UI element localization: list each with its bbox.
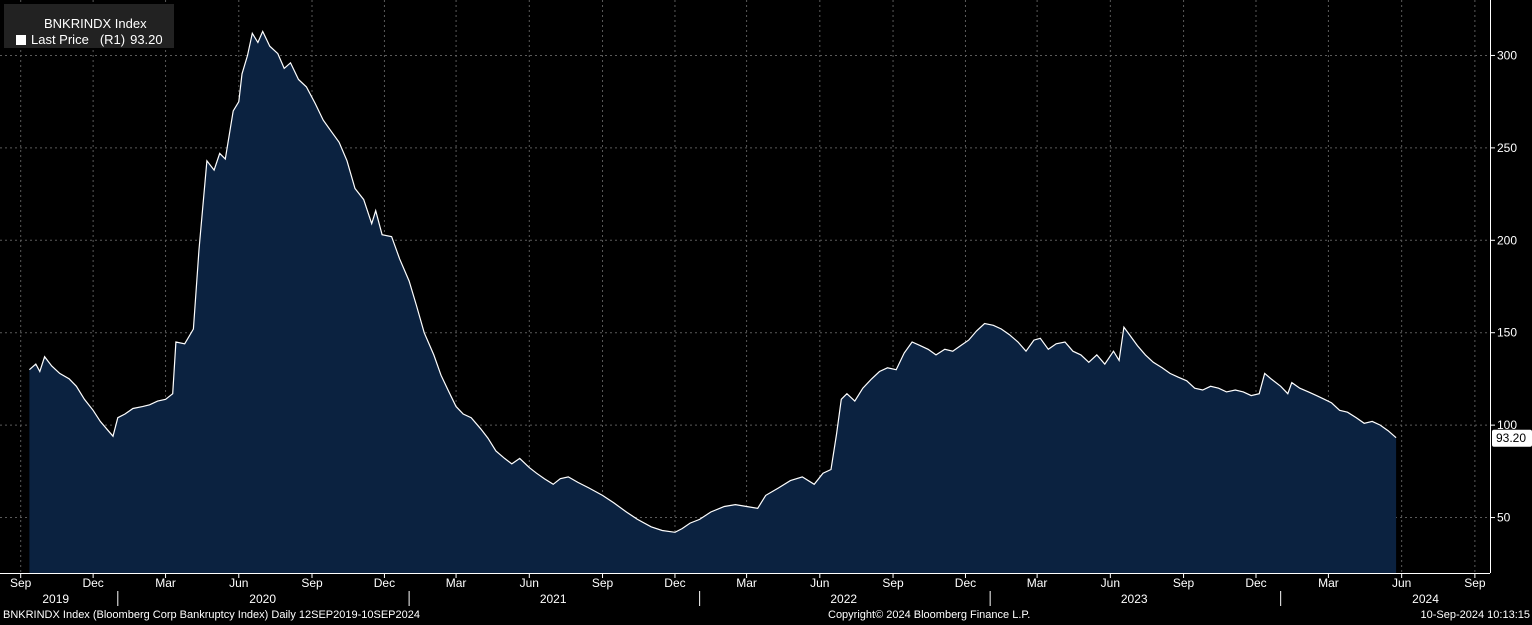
x-tick-label: Mar bbox=[155, 576, 176, 590]
x-tick-label: Mar bbox=[736, 576, 757, 590]
legend-title: BNKRINDX Index bbox=[44, 16, 147, 31]
x-tick-label: Sep bbox=[1464, 576, 1486, 590]
y-tick-label: 100 bbox=[1497, 418, 1517, 432]
year-separators bbox=[117, 591, 1282, 606]
x-tick-label: Sep bbox=[592, 576, 614, 590]
x-year-label: 2022 bbox=[830, 592, 857, 606]
x-tick-label: Sep bbox=[882, 576, 904, 590]
last-value-box bbox=[1492, 429, 1532, 447]
x-tick-label: Jun bbox=[1392, 576, 1411, 590]
x-year-label: 2024 bbox=[1412, 592, 1439, 606]
x-year-label: 2019 bbox=[42, 592, 69, 606]
x-tick-label: Jun bbox=[810, 576, 829, 590]
x-year-label: 2020 bbox=[249, 592, 276, 606]
y-tick-label: 250 bbox=[1497, 141, 1517, 155]
y-tick-label: 50 bbox=[1497, 511, 1511, 525]
legend-axis-ref: (R1) bbox=[99, 32, 126, 47]
y-tick-label: 300 bbox=[1497, 48, 1517, 62]
legend-series-label: Last Price bbox=[31, 32, 89, 47]
series-line bbox=[29, 29, 1397, 533]
last-value-marker: 93.20 bbox=[1492, 429, 1532, 447]
last-value-label: 93.20 bbox=[1496, 431, 1526, 445]
legend: BNKRINDX Index Last Price (R1) 93.20 bbox=[4, 4, 174, 48]
x-tick-label: Jun bbox=[520, 576, 539, 590]
x-tick-label: Dec bbox=[955, 576, 976, 590]
x-tick-label: Sep bbox=[1173, 576, 1195, 590]
x-tick-label: Dec bbox=[374, 576, 395, 590]
x-tick-label: Mar bbox=[1027, 576, 1048, 590]
x-tick-label: Mar bbox=[1318, 576, 1339, 590]
x-axis-month-ticks: Sep Dec Mar Jun Sep Dec Mar Jun Sep Dec Mar Jun Sep D… bbox=[10, 573, 1486, 590]
y-axis-ticks: 50 100 150 200 250 300 bbox=[1490, 48, 1517, 525]
y-tick-label: 150 bbox=[1497, 326, 1517, 340]
x-tick-label: Sep bbox=[10, 576, 32, 590]
footer-timestamp: 10-Sep-2024 10:13:15 bbox=[1420, 609, 1530, 621]
x-tick-label: Jun bbox=[229, 576, 248, 590]
footer-copyright: Copyright© 2024 Bloomberg Finance L.P. bbox=[828, 609, 1031, 621]
series-area bbox=[29, 31, 1397, 573]
x-year-label: 2021 bbox=[540, 592, 567, 606]
legend-entry: Last Price (R1) 93.20 bbox=[16, 32, 163, 47]
x-year-label: 2023 bbox=[1121, 592, 1148, 606]
x-tick-label: Jun bbox=[1101, 576, 1120, 590]
x-tick-label: Sep bbox=[301, 576, 323, 590]
footer-description: BNKRINDX Index (Bloomberg Corp Bankruptc… bbox=[3, 609, 420, 621]
legend-value: 93.20 bbox=[130, 32, 163, 47]
x-axis-year-labels: 2019 2020 2021 2022 2023 2024 bbox=[42, 592, 1439, 606]
x-tick-label: Dec bbox=[82, 576, 103, 590]
legend-swatch bbox=[16, 34, 26, 45]
x-tick-label: Dec bbox=[664, 576, 685, 590]
x-tick-label: Dec bbox=[1245, 576, 1266, 590]
x-tick-label: Mar bbox=[446, 576, 467, 590]
y-tick-label: 200 bbox=[1497, 233, 1517, 247]
